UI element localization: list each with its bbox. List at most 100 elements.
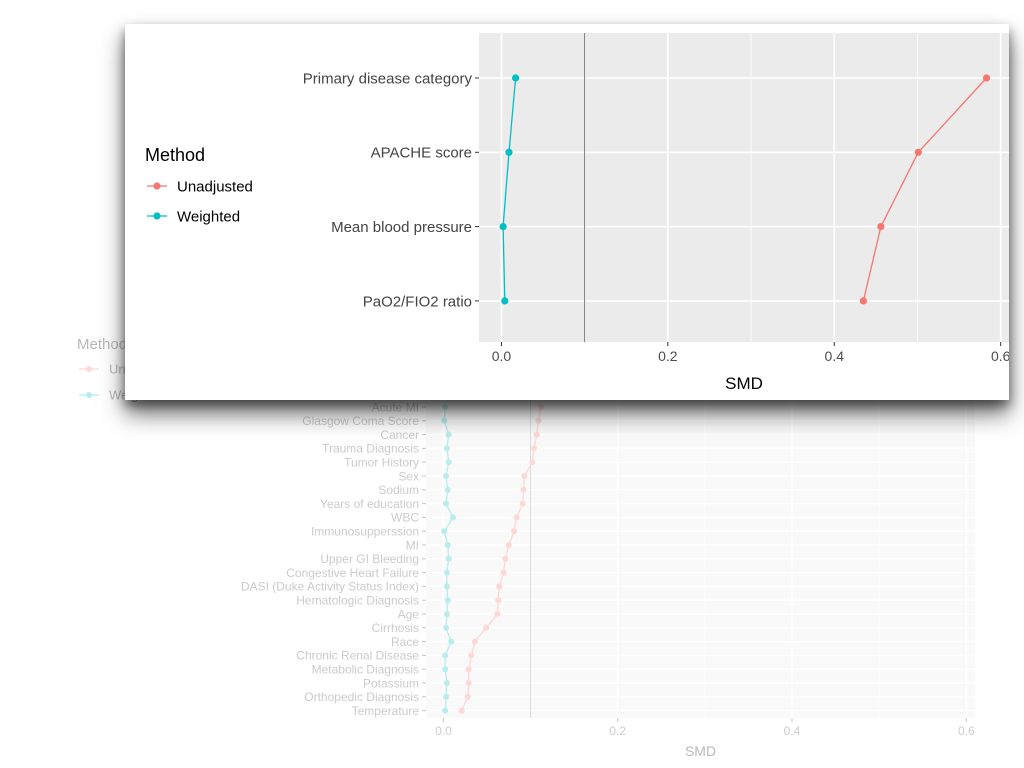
data-point-unadjusted bbox=[458, 707, 465, 714]
data-point-unadjusted bbox=[519, 500, 526, 507]
chart-group-zoom: Primary disease category APACHE score Mean… bbox=[145, 33, 1009, 393]
category-label: DASI (Duke Activity Status Index) bbox=[241, 580, 419, 594]
series-line-weighted bbox=[502, 77, 517, 301]
data-point-weighted bbox=[443, 583, 450, 590]
series-line-unadjusted bbox=[862, 77, 987, 302]
category-label: Upper GI Bleeding bbox=[320, 552, 419, 566]
data-point-unadjusted bbox=[465, 680, 472, 686]
data-point-weighted bbox=[443, 500, 450, 507]
legend-entry: Unadjusted bbox=[177, 178, 253, 195]
category-label: Cirrhosis bbox=[372, 621, 419, 635]
data-point-unadjusted bbox=[511, 528, 518, 535]
x-tick-label: 0.6 bbox=[958, 724, 975, 738]
category-label: Glasgow Coma Score bbox=[302, 414, 419, 428]
category-label: Trauma Diagnosis bbox=[322, 442, 419, 456]
category-label: Orthopedic Diagnosis bbox=[304, 690, 419, 704]
category-label: Immunosupperssion bbox=[311, 525, 419, 539]
category-label: PaO2/FIO2 ratio bbox=[363, 293, 472, 310]
data-point-weighted bbox=[512, 74, 520, 82]
data-point-weighted bbox=[443, 445, 450, 452]
data-point-unadjusted bbox=[465, 666, 472, 673]
x-tick-label: 0.0 bbox=[435, 724, 452, 738]
data-point-unadjusted bbox=[914, 148, 922, 156]
data-point-weighted bbox=[442, 652, 449, 659]
data-point-weighted bbox=[444, 597, 451, 604]
category-label: APACHE score bbox=[371, 145, 472, 162]
series-line-weighted bbox=[443, 406, 454, 711]
data-point-weighted bbox=[442, 404, 449, 410]
data-point-weighted bbox=[445, 555, 452, 562]
data-point-weighted bbox=[443, 624, 450, 631]
data-point-weighted bbox=[445, 459, 452, 466]
category-label: Race bbox=[391, 635, 419, 649]
data-point-weighted bbox=[444, 542, 451, 548]
legend-key-point bbox=[153, 182, 161, 190]
data-point-weighted bbox=[445, 431, 452, 438]
data-point-unadjusted bbox=[982, 74, 991, 82]
x-tick-label: 0.4 bbox=[784, 724, 801, 738]
data-point-unadjusted bbox=[535, 417, 542, 424]
plot-panel bbox=[479, 33, 1009, 342]
data-point-weighted bbox=[442, 707, 449, 714]
data-point-weighted bbox=[443, 680, 450, 686]
data-point-weighted bbox=[441, 528, 448, 535]
x-tick-label: 0.2 bbox=[658, 348, 678, 364]
data-point-weighted bbox=[443, 569, 450, 576]
data-point-unadjusted bbox=[500, 569, 507, 576]
data-point-unadjusted bbox=[877, 223, 885, 231]
x-tick-label: 0.6 bbox=[991, 348, 1009, 364]
data-point-unadjusted bbox=[496, 583, 503, 590]
category-label: Chronic Renal Disease bbox=[296, 649, 419, 663]
data-point-weighted bbox=[505, 148, 513, 156]
data-point-unadjusted bbox=[471, 638, 478, 645]
x-axis-title: SMD bbox=[685, 743, 716, 759]
data-point-unadjusted bbox=[529, 459, 536, 466]
data-point-weighted bbox=[450, 514, 457, 521]
legend-key-point bbox=[86, 392, 92, 398]
category-label: Age bbox=[398, 607, 420, 621]
category-label: Sex bbox=[398, 469, 419, 483]
category-label: Tumor History bbox=[344, 456, 419, 470]
data-point-weighted bbox=[443, 611, 450, 617]
data-point-unadjusted bbox=[533, 431, 540, 438]
plot-panel bbox=[426, 372, 975, 718]
data-point-unadjusted bbox=[520, 486, 527, 493]
legend-key-point bbox=[86, 366, 92, 372]
data-point-weighted bbox=[499, 223, 507, 231]
x-tick-label: 0.4 bbox=[825, 348, 845, 364]
x-tick-label: 0.0 bbox=[492, 348, 512, 364]
data-point-unadjusted bbox=[502, 555, 509, 562]
data-point-unadjusted bbox=[859, 297, 867, 305]
category-label: Sodium bbox=[378, 483, 419, 497]
data-point-unadjusted bbox=[505, 542, 512, 548]
x-tick-label: 0.2 bbox=[609, 724, 626, 738]
category-label: Mean blood pressure bbox=[331, 219, 472, 236]
category-label: Congestive Heart Failure bbox=[286, 566, 419, 580]
data-point-unadjusted bbox=[521, 473, 528, 479]
data-point-weighted bbox=[442, 666, 449, 673]
category-label: Hematologic Diagnosis bbox=[296, 594, 419, 608]
data-point-unadjusted bbox=[483, 624, 490, 631]
series-line-unadjusted bbox=[461, 406, 542, 711]
category-label: WBC bbox=[391, 511, 419, 525]
category-label: Acute MI bbox=[372, 400, 419, 414]
data-point-weighted bbox=[443, 473, 450, 479]
legend-key-point bbox=[153, 212, 161, 220]
data-point-unadjusted bbox=[468, 652, 475, 659]
data-point-unadjusted bbox=[538, 404, 545, 410]
legend-title: Method bbox=[145, 145, 205, 165]
data-point-weighted bbox=[501, 297, 509, 305]
zoom-panel: Primary disease category APACHE score Mean… bbox=[125, 24, 1009, 400]
legend-title: Method bbox=[77, 336, 127, 353]
data-point-unadjusted bbox=[513, 514, 520, 521]
data-point-weighted bbox=[443, 693, 450, 700]
x-axis-title: SMD bbox=[725, 374, 763, 393]
data-point-weighted bbox=[444, 486, 451, 493]
category-label: Potassium bbox=[363, 676, 419, 690]
category-label: Cancer bbox=[380, 428, 419, 442]
data-point-weighted bbox=[448, 638, 455, 645]
data-point-unadjusted bbox=[531, 445, 538, 452]
category-label: Primary disease category bbox=[303, 70, 473, 87]
